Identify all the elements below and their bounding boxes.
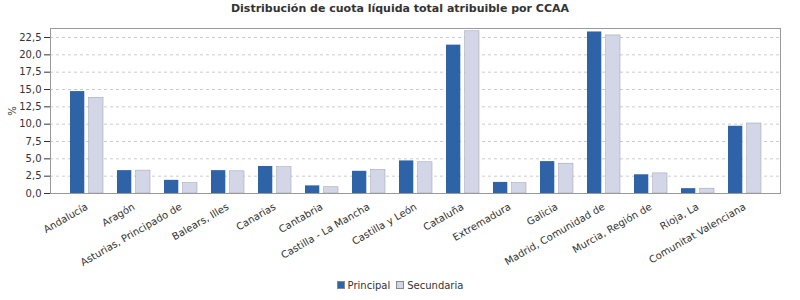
svg-text:10,0: 10,0: [19, 118, 41, 129]
svg-text:2,5: 2,5: [26, 170, 42, 181]
html-text:Secundaria: Secundaria: [407, 279, 464, 291]
svg-text:Canarias: Canarias: [234, 201, 277, 232]
svg-text:17,5: 17,5: [19, 66, 41, 77]
svg-text:Castilla - La Mancha: Castilla - La Mancha: [279, 201, 372, 261]
html-text:Distribución de cuota líquida: Distribución de cuota líquida total atri…: [231, 2, 569, 15]
svg-text:22,5: 22,5: [19, 32, 41, 43]
svg-text:Balears, Illes: Balears, Illes: [170, 201, 231, 242]
svg-text:5,0: 5,0: [26, 153, 42, 164]
svg-text:Comunitat Valenciana: Comunitat Valenciana: [647, 201, 748, 265]
svg-text:15,0: 15,0: [19, 84, 41, 95]
svg-text:Madrid, Comunidad de: Madrid, Comunidad de: [502, 200, 607, 268]
svg-text:Murcia, Región de: Murcia, Región de: [571, 201, 654, 255]
svg-text:Andalucía: Andalucía: [42, 201, 90, 235]
svg-text:Castilla y León: Castilla y León: [350, 201, 419, 247]
svg-text:7,5: 7,5: [26, 136, 42, 147]
html-text:Principal: Principal: [347, 279, 391, 291]
svg-text:Cataluña: Cataluña: [421, 200, 466, 233]
svg-text:12,5: 12,5: [19, 101, 41, 112]
svg-text:Extremadura: Extremadura: [451, 201, 513, 243]
svg-text:Cantabria: Cantabria: [276, 200, 325, 235]
svg-text:0,0: 0,0: [26, 188, 42, 199]
svg-text:Rioja, La: Rioja, La: [658, 201, 701, 232]
svg-text:%: %: [7, 106, 18, 116]
svg-text:Galicia: Galicia: [525, 201, 560, 227]
svg-text:Aragón: Aragón: [100, 201, 137, 228]
svg-text:20,0: 20,0: [19, 49, 41, 60]
svg-text:Asturias, Principado de: Asturias, Principado de: [79, 201, 184, 268]
